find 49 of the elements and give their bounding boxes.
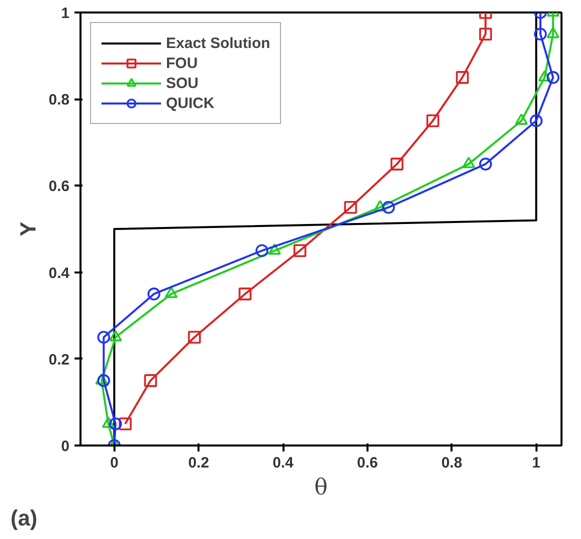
point — [546, 71, 560, 84]
point — [456, 71, 469, 84]
x-tick-label: 0.2 — [188, 454, 210, 472]
y-axis-title: Y — [16, 221, 41, 236]
point — [188, 330, 201, 344]
x-tick-label: 0 — [110, 454, 118, 472]
point — [109, 417, 122, 430]
point — [534, 28, 547, 41]
point — [479, 158, 492, 170]
point — [515, 114, 528, 125]
point — [164, 286, 178, 298]
point — [538, 70, 552, 82]
point — [374, 200, 386, 212]
legend-label: SOU — [166, 74, 199, 92]
point — [109, 330, 122, 342]
x-tick-label: 0.4 — [272, 454, 294, 472]
point — [268, 243, 281, 255]
point — [148, 288, 160, 300]
x-tick-label: 1 — [532, 454, 540, 472]
point — [118, 417, 132, 430]
point — [530, 114, 543, 128]
point — [344, 200, 357, 214]
y-tick-label: 1 — [61, 5, 70, 22]
point — [390, 158, 404, 170]
y-tick-label: 0.2 — [48, 351, 70, 368]
point — [95, 373, 108, 385]
legend-label: Exact Solution — [166, 34, 270, 52]
x-axis-title: θ — [314, 476, 328, 500]
y-tick-label: 0.6 — [48, 178, 70, 196]
point — [256, 244, 268, 258]
point — [382, 200, 395, 214]
x-tick-label: 0.6 — [356, 454, 378, 472]
legend-label: QUICK — [166, 94, 214, 112]
point — [294, 244, 306, 258]
y-tick-label: 0 — [61, 438, 70, 455]
point — [426, 114, 440, 128]
point — [97, 330, 110, 344]
point — [238, 288, 252, 300]
text: (a) — [10, 506, 38, 530]
legend-label: FOU — [166, 54, 198, 72]
point — [479, 28, 492, 41]
y-tick-label: 0.8 — [48, 92, 70, 109]
y-tick-label: 0.4 — [48, 264, 70, 282]
point — [546, 26, 560, 38]
point — [97, 374, 110, 387]
point — [462, 156, 476, 168]
x-tick-label: 0.8 — [441, 454, 462, 472]
point — [102, 416, 115, 428]
point — [144, 374, 157, 387]
